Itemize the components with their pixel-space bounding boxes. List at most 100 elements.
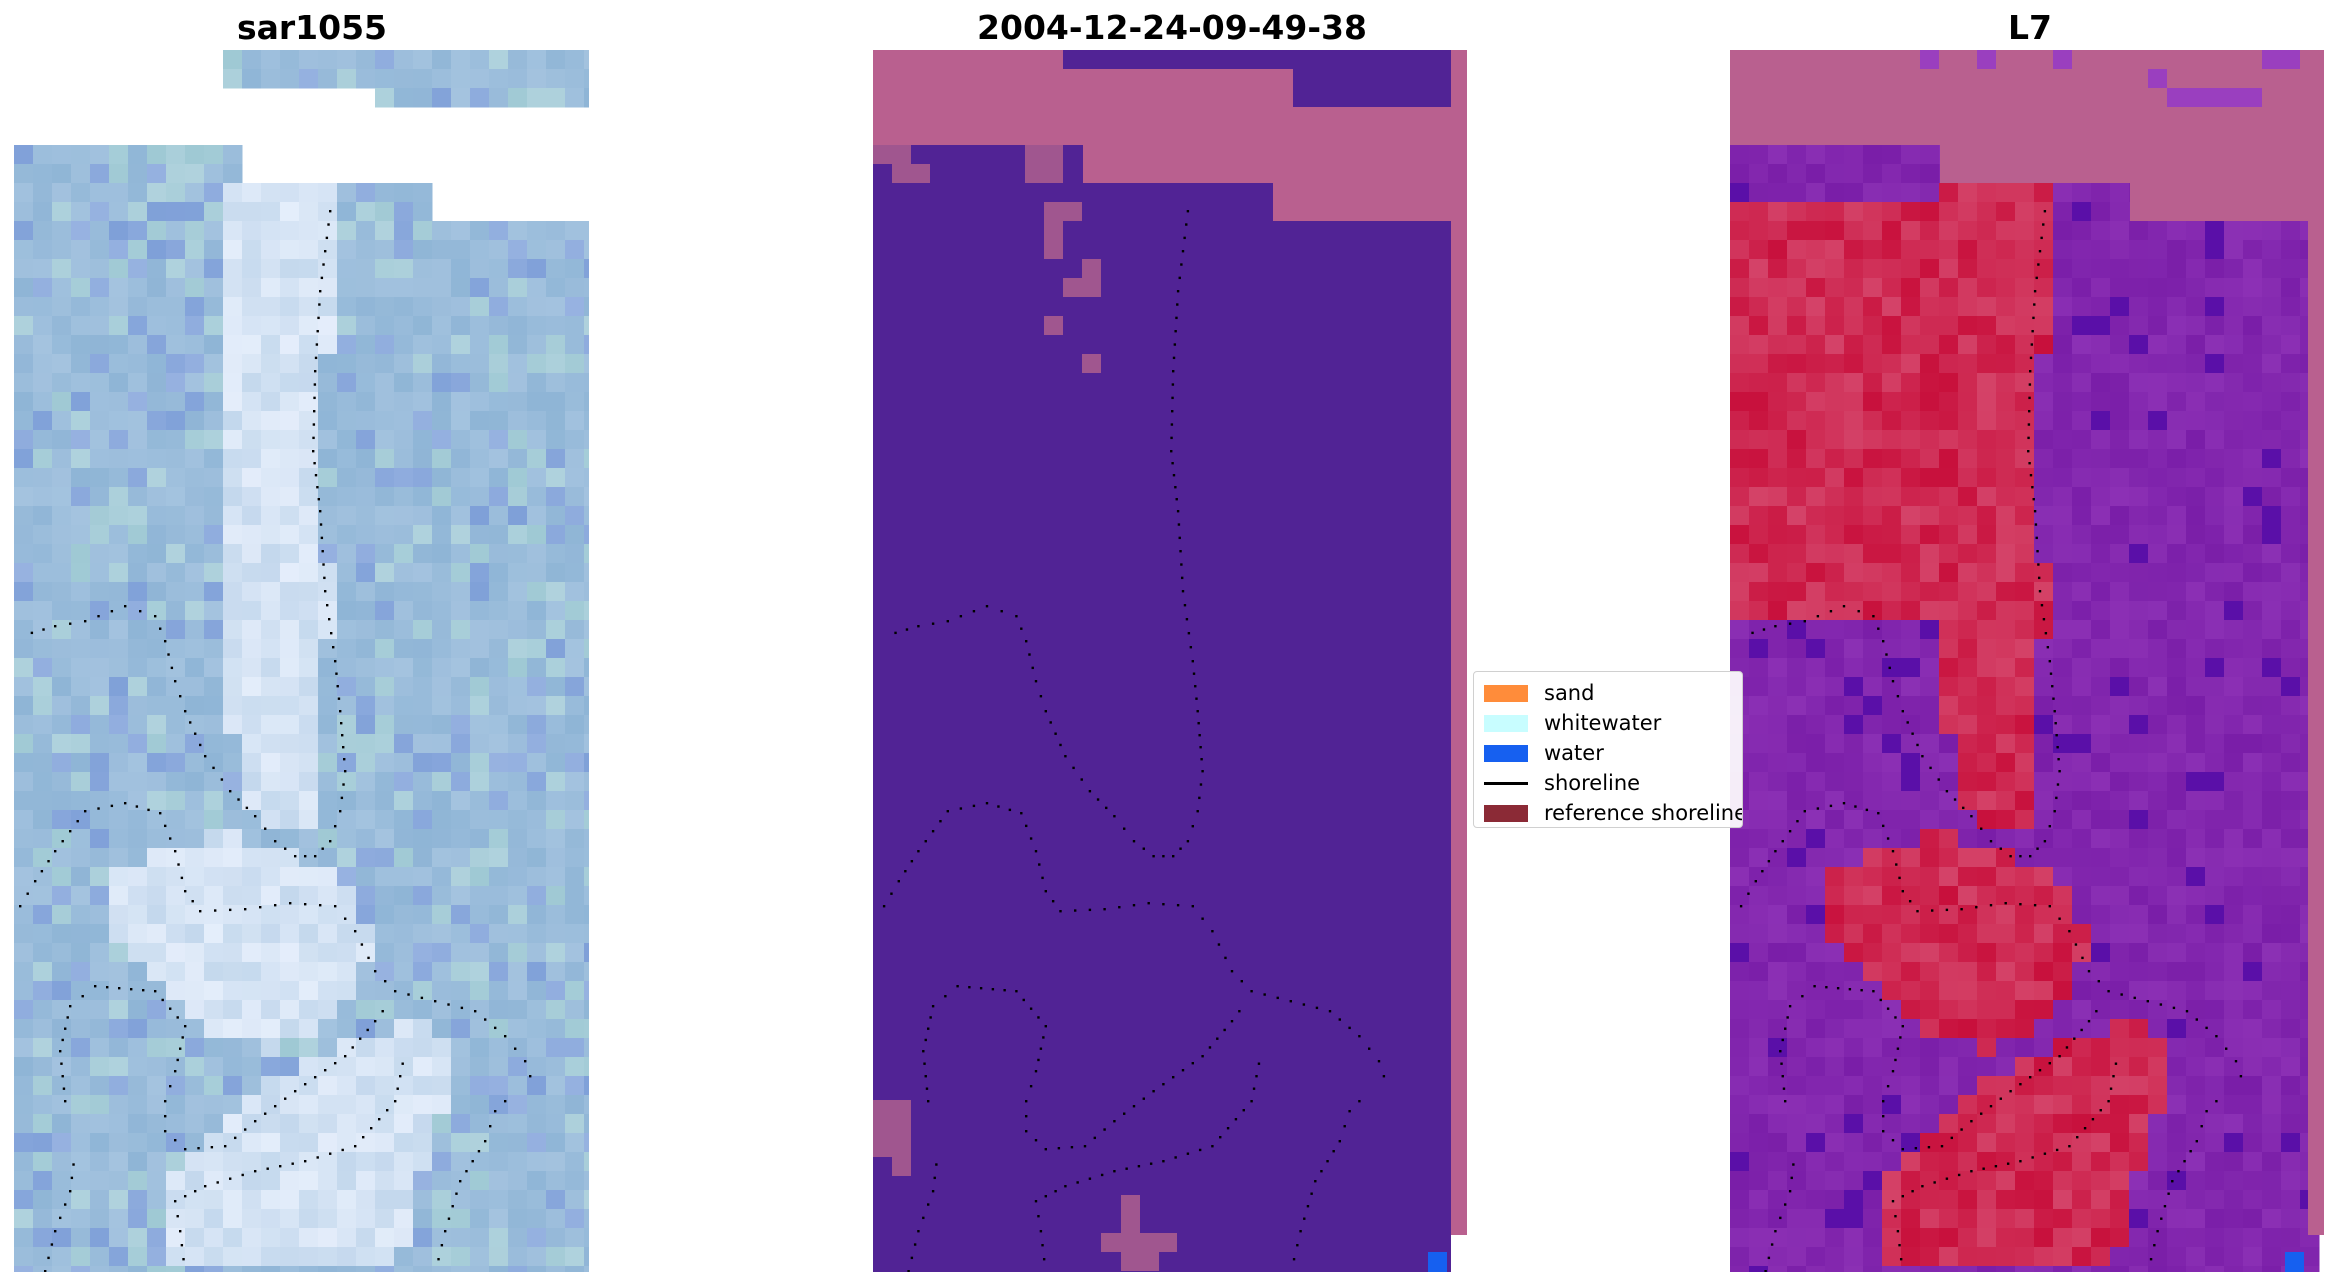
pixel bbox=[1749, 905, 1769, 925]
shoreline-point bbox=[329, 1152, 332, 1155]
shoreline-point bbox=[322, 263, 325, 266]
pixel bbox=[1863, 1095, 1883, 1115]
pixel bbox=[1882, 335, 1902, 355]
pixel bbox=[33, 658, 53, 678]
shoreline-point bbox=[1226, 1127, 1230, 1130]
pixel bbox=[52, 620, 72, 640]
pixel bbox=[71, 677, 91, 697]
pixel bbox=[147, 525, 167, 545]
pixel bbox=[2148, 810, 2168, 830]
pixel bbox=[584, 487, 589, 507]
pixel bbox=[1844, 145, 1864, 165]
pixel bbox=[1863, 1247, 1883, 1267]
pixel bbox=[337, 354, 357, 374]
pixel bbox=[432, 563, 452, 583]
pixel bbox=[2129, 449, 2149, 469]
pixel bbox=[2205, 259, 2225, 279]
pixel bbox=[394, 1209, 414, 1229]
pixel bbox=[1844, 297, 1864, 317]
pixel bbox=[2243, 601, 2263, 621]
pixel bbox=[527, 829, 547, 849]
pixel bbox=[1787, 1190, 1807, 1210]
pixel bbox=[2072, 259, 2092, 279]
pixel bbox=[261, 1000, 281, 1020]
pixel bbox=[280, 1057, 300, 1077]
pixel bbox=[565, 449, 585, 469]
pixel bbox=[261, 1057, 281, 1077]
pixel bbox=[90, 962, 110, 982]
pixel bbox=[109, 753, 129, 773]
pixel bbox=[242, 1152, 262, 1172]
pixel bbox=[318, 658, 338, 678]
pixel bbox=[584, 981, 589, 1001]
pixel bbox=[2205, 696, 2225, 716]
pixel bbox=[2243, 1095, 2263, 1115]
pixel bbox=[2186, 924, 2206, 944]
pixel bbox=[2015, 962, 2035, 982]
pixel bbox=[565, 1209, 585, 1229]
pixel bbox=[375, 354, 395, 374]
shoreline-point bbox=[154, 990, 157, 993]
pixel bbox=[2243, 829, 2263, 849]
pixel bbox=[546, 810, 566, 830]
pixel bbox=[223, 1057, 243, 1077]
pixel bbox=[33, 715, 53, 735]
pixel bbox=[204, 278, 224, 298]
pixel bbox=[470, 1247, 490, 1267]
pixel bbox=[223, 886, 243, 906]
pixel bbox=[261, 411, 281, 431]
pixel bbox=[375, 1190, 395, 1210]
pixel bbox=[33, 1076, 53, 1096]
pixel bbox=[2015, 544, 2035, 564]
shoreline-point bbox=[1034, 680, 1038, 683]
pixel bbox=[546, 373, 566, 393]
pixel bbox=[356, 1266, 376, 1272]
pixel bbox=[14, 810, 34, 830]
pixel bbox=[337, 335, 357, 355]
pixel bbox=[1749, 1057, 1769, 1077]
shoreline-point bbox=[64, 1100, 67, 1103]
pixel bbox=[489, 753, 509, 773]
pixel bbox=[261, 905, 281, 925]
pixel bbox=[584, 259, 589, 279]
pixel bbox=[14, 259, 34, 279]
pixel bbox=[109, 1190, 129, 1210]
pixel bbox=[318, 259, 338, 279]
shoreline-point bbox=[1906, 721, 1909, 724]
pixel bbox=[71, 848, 91, 868]
shoreline-point bbox=[1051, 900, 1055, 903]
pixel bbox=[1768, 677, 1788, 697]
shoreline-point bbox=[2009, 855, 2012, 858]
pixel bbox=[375, 1133, 395, 1153]
pixel bbox=[527, 943, 547, 963]
pixel bbox=[432, 1114, 452, 1134]
pixel bbox=[2034, 924, 2054, 944]
pixel bbox=[527, 487, 547, 507]
pixel bbox=[71, 1057, 91, 1077]
pixel bbox=[1749, 962, 1769, 982]
pixel bbox=[318, 1114, 338, 1134]
pixel bbox=[261, 506, 281, 526]
pixel bbox=[2053, 829, 2073, 849]
pixel bbox=[584, 1133, 589, 1153]
pixel bbox=[1920, 145, 1940, 165]
pixel bbox=[90, 430, 110, 450]
pixel bbox=[489, 69, 509, 89]
shoreline-point bbox=[447, 1217, 451, 1220]
shoreline-point bbox=[399, 1075, 402, 1078]
pixel bbox=[52, 240, 72, 260]
pixel bbox=[2129, 1266, 2149, 1272]
pixel bbox=[1939, 1152, 1959, 1172]
pixel bbox=[2186, 411, 2206, 431]
pixel bbox=[2148, 1133, 2168, 1153]
pixel bbox=[1882, 696, 1902, 716]
pixel bbox=[1730, 1114, 1750, 1134]
pixel bbox=[242, 354, 262, 374]
pixel bbox=[1768, 1095, 1788, 1115]
pixel bbox=[280, 316, 300, 336]
shoreline-point bbox=[284, 847, 287, 850]
shoreline-point bbox=[329, 840, 332, 843]
pixel bbox=[470, 544, 490, 564]
pixel bbox=[2053, 468, 2073, 488]
pixel bbox=[356, 69, 376, 89]
